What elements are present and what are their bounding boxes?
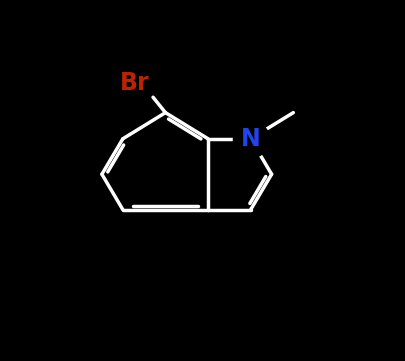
Text: N: N (240, 127, 260, 151)
Text: Br: Br (119, 71, 149, 95)
